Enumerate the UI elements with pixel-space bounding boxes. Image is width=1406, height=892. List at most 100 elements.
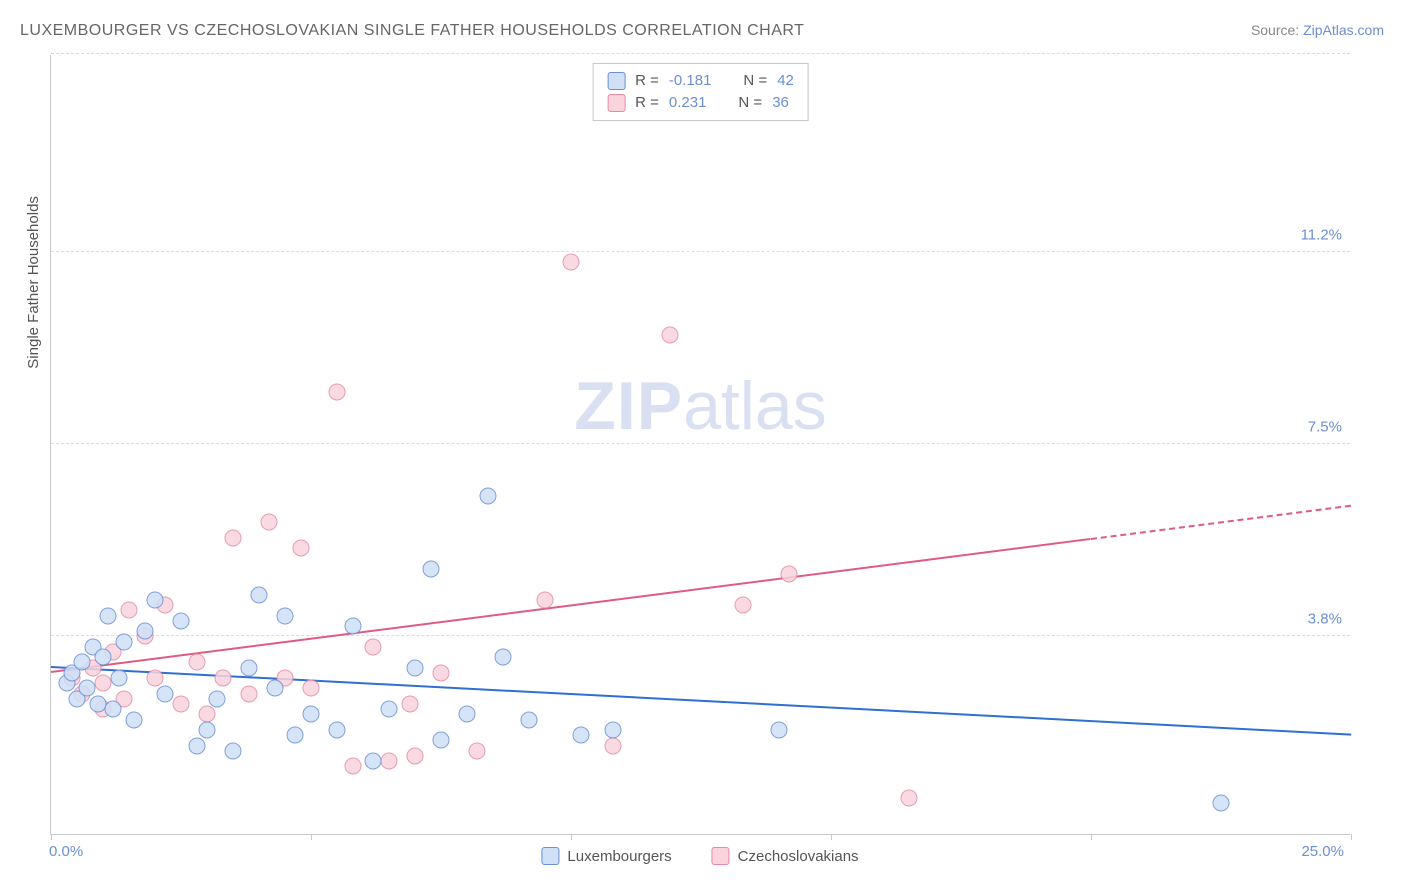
legend-label-lux: Luxembourgers (567, 848, 671, 865)
source-credit: Source: ZipAtlas.com (1251, 22, 1384, 38)
x-tick (1351, 834, 1352, 840)
source-link[interactable]: ZipAtlas.com (1303, 22, 1384, 38)
y-tick-label: 11.2% (1301, 226, 1342, 243)
source-prefix: Source: (1251, 22, 1303, 38)
data-point-lux (407, 659, 424, 676)
data-point-cze (344, 758, 361, 775)
data-point-lux (199, 722, 216, 739)
r-value-cze: 0.231 (669, 92, 707, 114)
legend-label-cze: Czechoslovakians (738, 848, 859, 865)
r-label: R = (635, 70, 659, 92)
data-point-lux (188, 737, 205, 754)
data-point-lux (433, 732, 450, 749)
data-point-lux (771, 722, 788, 739)
data-point-lux (209, 690, 226, 707)
data-point-lux (459, 706, 476, 723)
data-point-lux (95, 649, 112, 666)
data-point-cze (407, 748, 424, 765)
data-point-lux (1213, 794, 1230, 811)
data-point-cze (781, 566, 798, 583)
data-point-lux (173, 612, 190, 629)
gridline (51, 443, 1350, 444)
data-point-lux (277, 607, 294, 624)
data-point-cze (433, 664, 450, 681)
y-tick-label: 7.5% (1308, 419, 1342, 436)
data-point-lux (266, 680, 283, 697)
series-legend: Luxembourgers Czechoslovakians (541, 847, 858, 865)
data-point-cze (563, 254, 580, 271)
data-point-lux (147, 592, 164, 609)
data-point-cze (734, 597, 751, 614)
data-point-cze (95, 675, 112, 692)
stats-row-lux: R = -0.181 N = 42 (607, 70, 794, 92)
x-tick (51, 834, 52, 840)
watermark: ZIPatlas (574, 367, 826, 445)
legend-item-lux: Luxembourgers (541, 847, 671, 865)
data-point-cze (240, 685, 257, 702)
swatch-cze (607, 94, 625, 112)
data-point-lux (157, 685, 174, 702)
swatch-lux (541, 847, 559, 865)
y-axis-title: Single Father Households (25, 196, 42, 369)
data-point-lux (126, 711, 143, 728)
trend-line (1091, 504, 1351, 539)
n-value-lux: 42 (777, 70, 794, 92)
r-label: R = (635, 92, 659, 114)
data-point-lux (495, 649, 512, 666)
data-point-lux (79, 680, 96, 697)
data-point-lux (100, 607, 117, 624)
data-point-cze (173, 696, 190, 713)
trend-line (51, 538, 1091, 673)
data-point-lux (251, 586, 268, 603)
x-tick (831, 834, 832, 840)
data-point-lux (110, 670, 127, 687)
data-point-cze (214, 670, 231, 687)
watermark-atlas: atlas (683, 368, 827, 444)
data-point-cze (661, 326, 678, 343)
x-tick-label: 25.0% (1301, 843, 1344, 860)
data-point-cze (292, 540, 309, 557)
data-point-cze (401, 696, 418, 713)
plot-region: ZIPatlas R = -0.181 N = 42 R = 0.231 N =… (50, 55, 1350, 835)
data-point-lux (74, 654, 91, 671)
data-point-lux (240, 659, 257, 676)
x-tick (571, 834, 572, 840)
data-point-lux (115, 633, 132, 650)
data-point-cze (604, 737, 621, 754)
data-point-cze (261, 514, 278, 531)
data-point-cze (329, 384, 346, 401)
gridline (51, 251, 1350, 252)
data-point-cze (901, 789, 918, 806)
data-point-lux (136, 623, 153, 640)
data-point-cze (537, 592, 554, 609)
n-value-cze: 36 (772, 92, 789, 114)
data-point-lux (344, 618, 361, 635)
data-point-cze (147, 670, 164, 687)
swatch-lux (607, 72, 625, 90)
data-point-lux (604, 722, 621, 739)
data-point-lux (521, 711, 538, 728)
data-point-cze (121, 602, 138, 619)
data-point-lux (105, 701, 122, 718)
data-point-lux (225, 742, 242, 759)
data-point-cze (225, 529, 242, 546)
data-point-lux (329, 722, 346, 739)
stats-legend: R = -0.181 N = 42 R = 0.231 N = 36 (592, 63, 809, 121)
n-label: N = (738, 92, 762, 114)
x-tick-label: 0.0% (49, 843, 83, 860)
gridline (51, 635, 1350, 636)
data-point-cze (199, 706, 216, 723)
chart-area: Single Father Households ZIPatlas R = -0… (50, 55, 1350, 835)
r-value-lux: -0.181 (669, 70, 712, 92)
data-point-lux (303, 706, 320, 723)
swatch-cze (712, 847, 730, 865)
stats-row-cze: R = 0.231 N = 36 (607, 92, 794, 114)
data-point-cze (381, 753, 398, 770)
y-tick-label: 3.8% (1308, 611, 1342, 628)
watermark-zip: ZIP (574, 368, 683, 444)
data-point-lux (365, 753, 382, 770)
data-point-cze (303, 680, 320, 697)
data-point-lux (287, 727, 304, 744)
x-tick (311, 834, 312, 840)
data-point-lux (381, 701, 398, 718)
